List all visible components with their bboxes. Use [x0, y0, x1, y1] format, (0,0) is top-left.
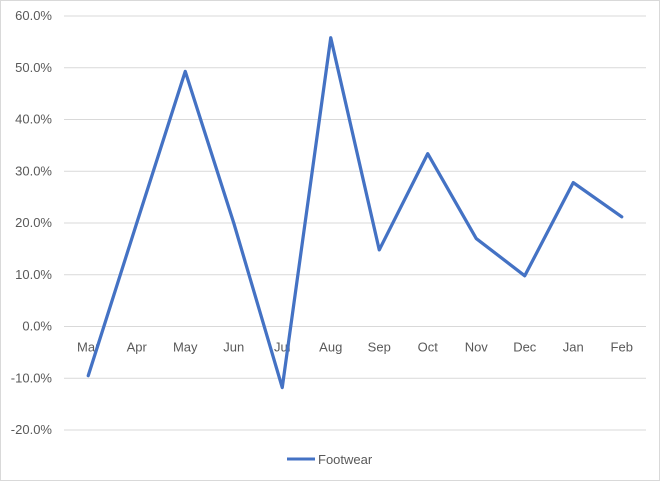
x-tick-label: Mar [77, 340, 100, 355]
x-tick-label: Dec [513, 340, 537, 355]
x-tick-label: Nov [465, 340, 489, 355]
x-tick-label: Jun [223, 340, 244, 355]
y-tick-label: 40.0% [15, 112, 52, 127]
y-tick-label: 10.0% [15, 267, 52, 282]
y-tick-label: 30.0% [15, 163, 52, 178]
x-tick-label: Oct [418, 340, 439, 355]
y-tick-label: -20.0% [11, 422, 53, 437]
y-tick-label: 20.0% [15, 215, 52, 230]
x-tick-label: Jan [563, 340, 584, 355]
series-layer [86, 36, 624, 390]
x-tick-label: Aug [319, 340, 342, 355]
y-tick-label: 50.0% [15, 60, 52, 75]
legend: Footwear [287, 452, 373, 467]
y-tick-label: 60.0% [15, 8, 52, 23]
y-tick-label: 0.0% [22, 319, 52, 334]
y-axis-tick-labels: -20.0% -10.0% 0.0% 10.0% 20.0% 30.0% 40.0% 50.0… [11, 8, 53, 437]
gridlines [64, 15, 646, 431]
x-tick-label: Sep [368, 340, 391, 355]
x-tick-label: May [173, 340, 198, 355]
y-tick-label: -10.0% [11, 370, 53, 385]
x-tick-label: Feb [611, 340, 633, 355]
x-axis-tick-labels: Mar Apr May Jun Jul Aug Sep Oct Nov Dec Jan Feb [77, 340, 633, 355]
series-line-footwear [86, 36, 624, 390]
x-tick-label: Apr [127, 340, 148, 355]
legend-label-footwear: Footwear [318, 452, 373, 467]
